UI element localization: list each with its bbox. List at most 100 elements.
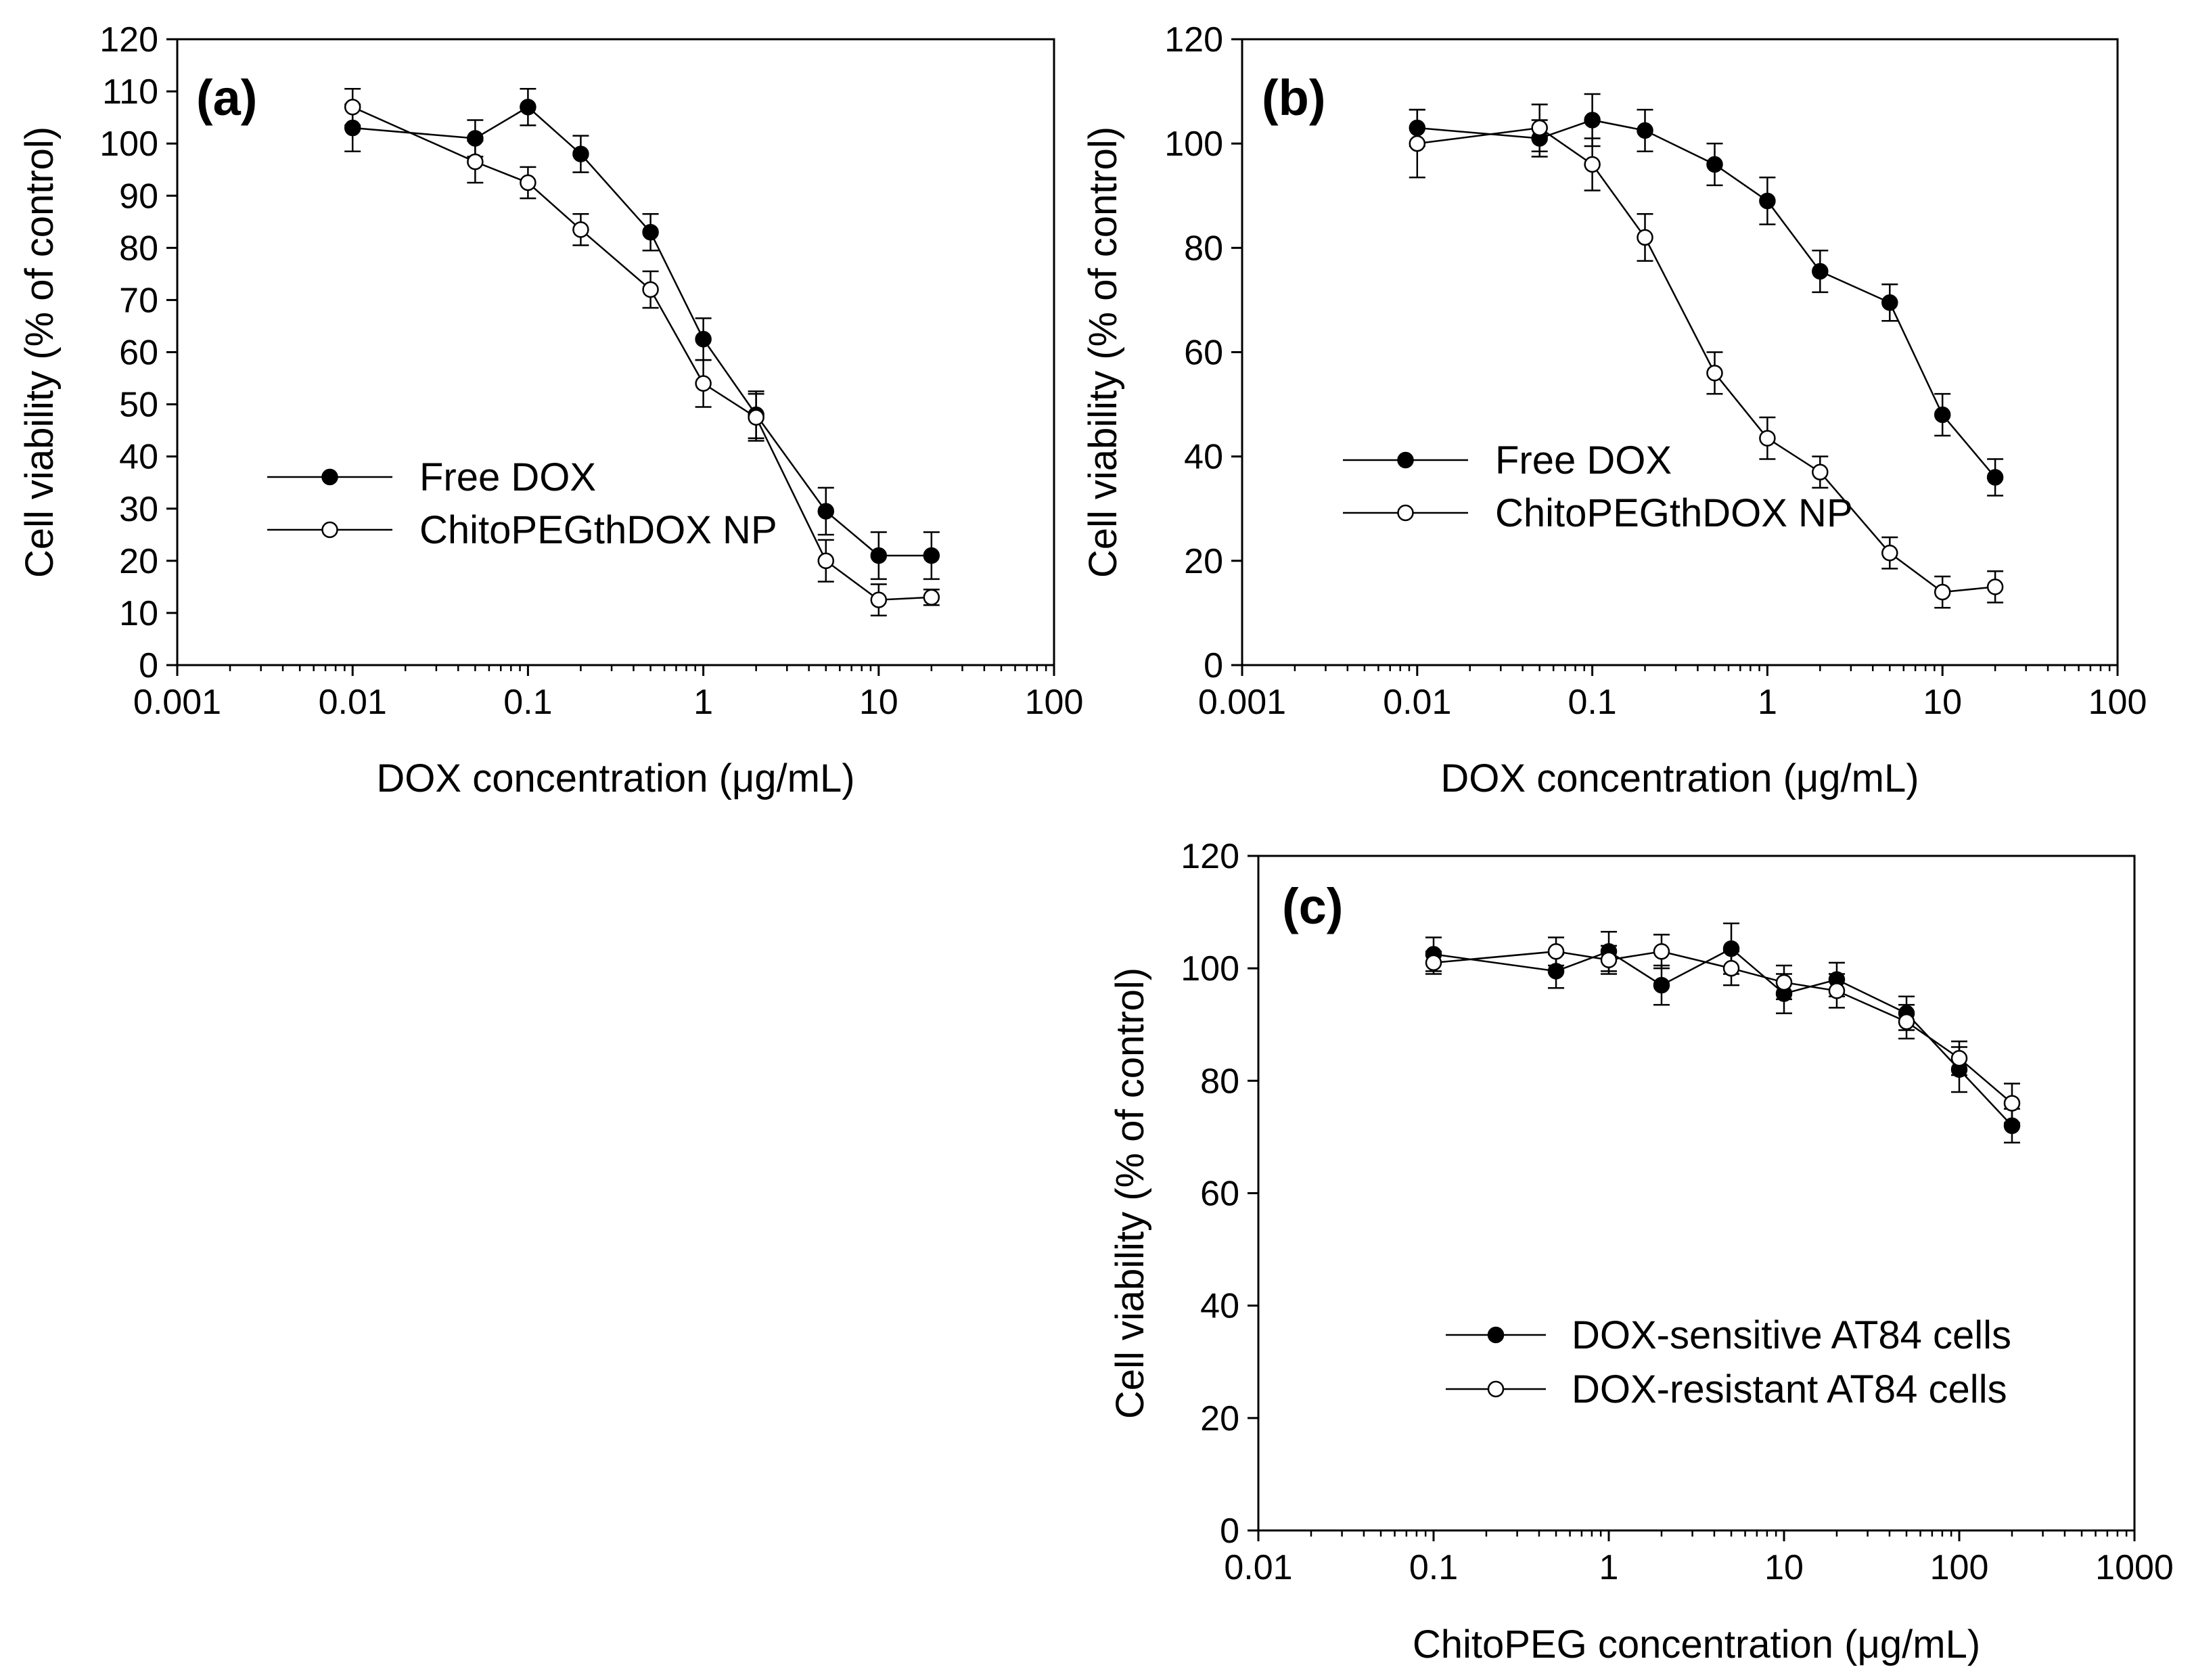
- y-tick-label: 60: [119, 334, 158, 373]
- series-line: [1433, 947, 2013, 1127]
- legend-label: ChitoPEGthDOX NP: [1495, 491, 1853, 535]
- y-tick-label: 120: [1181, 837, 1239, 876]
- data-point: [1812, 263, 1829, 280]
- y-tick-label: 10: [119, 594, 158, 633]
- x-axis-title: DOX concentration (μg/mL): [376, 756, 854, 800]
- data-point: [1881, 294, 1898, 311]
- y-tick-label: 80: [1200, 1062, 1239, 1101]
- data-point: [467, 153, 484, 171]
- data-point: [1722, 959, 1740, 977]
- data-point: [748, 409, 764, 426]
- legend-marker: [321, 468, 338, 486]
- data-point: [1986, 469, 2004, 486]
- y-tick-label: 60: [1184, 334, 1223, 373]
- data-point: [1986, 578, 2004, 595]
- y-tick-label: 0: [139, 646, 158, 685]
- x-axis-title: ChitoPEG concentration (μg/mL): [1413, 1622, 1980, 1666]
- x-tick-label: 100: [1930, 1548, 1989, 1587]
- panel-label: (c): [1282, 878, 1343, 934]
- series-filled: [344, 87, 940, 581]
- series-open: [344, 87, 940, 617]
- legend-label: DOX-sensitive AT84 cells: [1572, 1313, 2011, 1357]
- x-tick-label: 0.1: [1568, 683, 1616, 722]
- data-point: [1812, 463, 1829, 481]
- data-point: [817, 503, 835, 520]
- chart-panel-c: 0 20 40 60 80 100 120 0.01 0.1 1 10 100 1000 ChitoPEG…: [1108, 837, 2174, 1666]
- legend-marker: [1397, 451, 1414, 469]
- data-point: [1637, 229, 1653, 246]
- data-point: [923, 589, 940, 606]
- y-tick-label: 40: [1200, 1287, 1239, 1326]
- series-line: [1417, 127, 1996, 593]
- data-point: [817, 552, 835, 570]
- x-tick-label: 0.001: [1198, 683, 1286, 722]
- data-point: [1547, 943, 1565, 960]
- data-point: [1653, 943, 1670, 960]
- data-point: [1409, 135, 1426, 152]
- plot-frame: [1241, 38, 2119, 666]
- data-point: [1775, 974, 1793, 991]
- data-point: [2003, 1095, 2021, 1112]
- plot-frame: [176, 38, 1055, 666]
- x-tick-label: 0.01: [1224, 1548, 1292, 1587]
- x-tick-label: 100: [2088, 683, 2147, 722]
- x-tick-label: 10: [859, 683, 898, 722]
- chart-panel-b: 0 20 40 60 80 100 120 0.001 0.01 0.1 1 10 100 DOX con…: [1081, 20, 2147, 800]
- x-tick-label: 1: [1758, 683, 1777, 722]
- x-tick-label: 0.1: [1409, 1548, 1458, 1587]
- data-point: [1425, 954, 1442, 972]
- data-point: [870, 547, 888, 564]
- data-point: [1706, 156, 1723, 173]
- y-tick-label: 20: [1200, 1399, 1239, 1438]
- series-open: [1425, 934, 2021, 1124]
- y-tick-label: 30: [119, 490, 158, 529]
- panel-label: (a): [196, 70, 257, 126]
- y-tick-label: 100: [1164, 124, 1223, 164]
- data-point: [1881, 545, 1898, 562]
- y-axis-title: Cell viability (% of control): [1108, 968, 1152, 1419]
- data-point: [1600, 951, 1618, 968]
- data-point: [1759, 192, 1776, 210]
- series-filled: [1425, 922, 2021, 1143]
- y-tick-label: 110: [102, 72, 158, 112]
- data-point: [1950, 1049, 1968, 1067]
- data-point: [642, 281, 659, 298]
- legend-marker: [1397, 504, 1414, 522]
- data-point: [1637, 122, 1653, 139]
- y-tick-label: 80: [119, 229, 158, 268]
- data-point: [1584, 156, 1601, 173]
- legend-label: DOX-resistant AT84 cells: [1572, 1367, 2007, 1411]
- data-point: [1898, 1013, 1915, 1030]
- y-tick-label: 0: [1204, 646, 1223, 685]
- y-tick-label: 100: [1181, 949, 1239, 989]
- data-point: [1653, 976, 1670, 994]
- x-tick-label: 1: [693, 683, 713, 722]
- data-point: [1706, 365, 1723, 382]
- series-line: [352, 106, 932, 557]
- plot-frame: [1257, 855, 2136, 1532]
- y-tick-label: 20: [119, 542, 158, 581]
- legend-label: Free DOX: [1495, 438, 1672, 482]
- x-tick-label: 0.01: [319, 683, 387, 722]
- panel-label: (b): [1262, 70, 1326, 126]
- data-point: [572, 221, 589, 238]
- data-point: [695, 330, 712, 348]
- series-line: [352, 106, 932, 601]
- y-tick-label: 50: [119, 386, 158, 425]
- series-open: [1409, 104, 2004, 609]
- legend-marker: [1487, 1380, 1505, 1398]
- data-point: [520, 174, 536, 191]
- y-tick-label: 70: [119, 281, 158, 320]
- data-point: [520, 98, 536, 116]
- series-line: [1433, 950, 2013, 1104]
- series-line: [1417, 119, 1996, 478]
- legend-label: ChitoPEGthDOX NP: [419, 508, 777, 552]
- data-point: [642, 223, 659, 241]
- data-point: [344, 98, 361, 116]
- x-tick-label: 10: [1923, 683, 1962, 722]
- y-tick-label: 20: [1184, 542, 1223, 581]
- x-tick-label: 100: [1025, 683, 1084, 722]
- legend-marker: [321, 521, 338, 539]
